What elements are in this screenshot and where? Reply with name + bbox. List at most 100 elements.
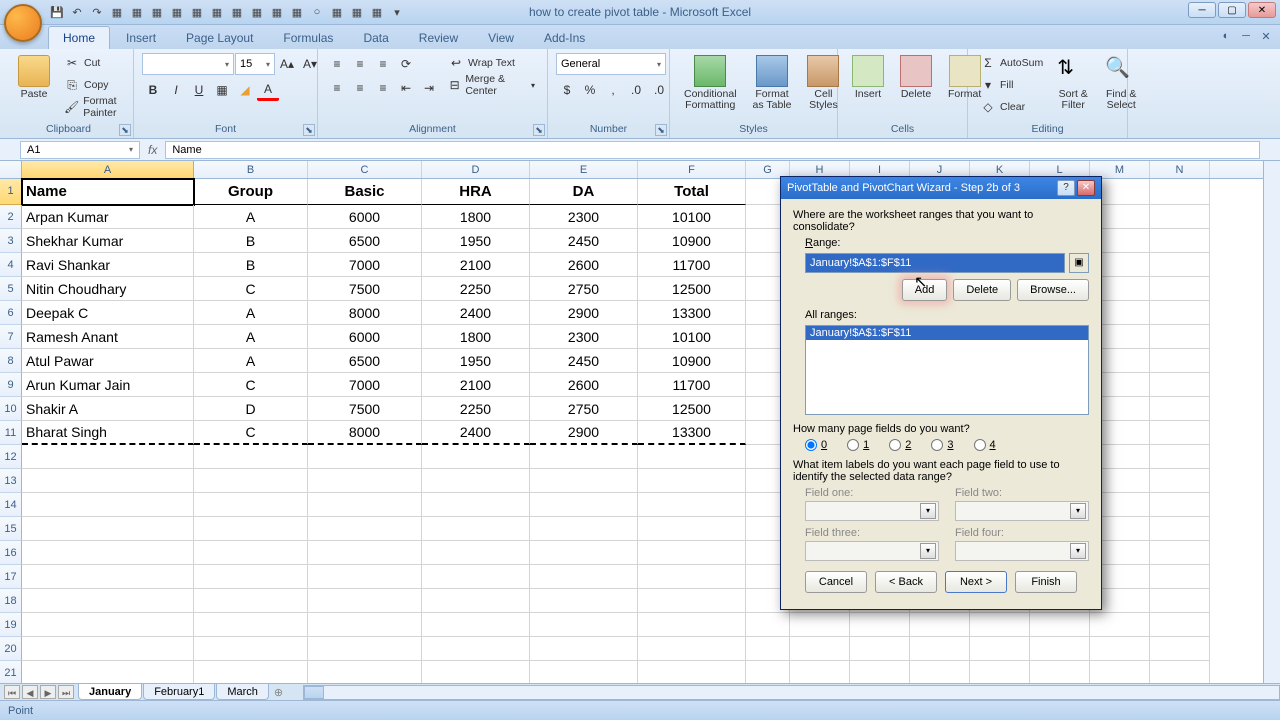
vertical-scrollbar[interactable] (1263, 161, 1280, 683)
cell[interactable]: 12500 (638, 277, 746, 301)
cell[interactable]: 11700 (638, 373, 746, 397)
formula-bar[interactable]: Name (165, 141, 1260, 159)
font-name-combo[interactable]: ▾ (142, 53, 234, 75)
pagefield-radio-4[interactable]: 4 (974, 439, 996, 451)
cell[interactable]: 2750 (530, 277, 638, 301)
sheet-tab[interactable]: February1 (143, 684, 215, 700)
format-table-button[interactable]: Format as Table (747, 53, 798, 113)
row-header[interactable]: 21 (0, 661, 22, 683)
ribbon-min-icon[interactable]: ─ (1238, 30, 1254, 46)
row-header[interactable]: 7 (0, 325, 22, 349)
cell[interactable]: A (194, 349, 308, 373)
merge-center-button[interactable]: ⊟Merge & Center▾ (444, 75, 539, 95)
delete-range-button[interactable]: Delete (953, 279, 1011, 301)
cell[interactable]: 7500 (308, 277, 422, 301)
cell[interactable]: 8000 (308, 301, 422, 325)
row-header[interactable]: 5 (0, 277, 22, 301)
cell[interactable]: 1800 (422, 205, 530, 229)
cell[interactable] (1150, 541, 1210, 565)
col-header[interactable]: E (530, 161, 638, 178)
cell[interactable]: 2750 (530, 397, 638, 421)
row-header[interactable]: 14 (0, 493, 22, 517)
cell[interactable] (194, 589, 308, 613)
cancel-button[interactable]: Cancel (805, 571, 867, 593)
wrap-text-button[interactable]: ↩Wrap Text (444, 53, 539, 73)
cell[interactable] (1150, 565, 1210, 589)
cell[interactable]: 6000 (308, 205, 422, 229)
cell[interactable] (1150, 277, 1210, 301)
cell[interactable] (1150, 325, 1210, 349)
cell[interactable] (22, 493, 194, 517)
pagefield-radio-0[interactable]: 0 (805, 439, 827, 451)
autosum-button[interactable]: ΣAutoSum (976, 53, 1047, 73)
row-header[interactable]: 20 (0, 637, 22, 661)
cell[interactable]: Group (194, 179, 308, 205)
cell[interactable] (422, 613, 530, 637)
field-combo[interactable]: ▾ (805, 541, 939, 561)
cell[interactable] (530, 541, 638, 565)
cell[interactable] (638, 469, 746, 493)
cell[interactable]: Ramesh Anant (22, 325, 194, 349)
cell[interactable] (1150, 493, 1210, 517)
ribbon-tab-view[interactable]: View (474, 27, 528, 49)
cell[interactable] (1150, 301, 1210, 325)
cell[interactable] (638, 565, 746, 589)
cell[interactable] (530, 589, 638, 613)
fill-button[interactable]: ▾Fill (976, 75, 1047, 95)
cell[interactable] (1150, 373, 1210, 397)
field-combo[interactable]: ▾ (955, 541, 1089, 561)
row-header[interactable]: 11 (0, 421, 22, 445)
cell[interactable] (22, 517, 194, 541)
cell[interactable] (194, 445, 308, 469)
sheet-tab[interactable]: January (78, 684, 142, 700)
qat-btn[interactable]: ▦ (348, 3, 366, 21)
copy-button[interactable]: ⎘Copy (60, 75, 125, 95)
cell[interactable]: Atul Pawar (22, 349, 194, 373)
cell[interactable]: 12500 (638, 397, 746, 421)
cell[interactable] (22, 589, 194, 613)
cell[interactable]: 2400 (422, 301, 530, 325)
qat-dropdown-icon[interactable]: ▾ (388, 3, 406, 21)
col-header[interactable]: A (22, 161, 194, 178)
row-header[interactable]: 12 (0, 445, 22, 469)
dec-decimal-icon[interactable]: .0 (648, 79, 670, 101)
ribbon-tab-formulas[interactable]: Formulas (269, 27, 347, 49)
paste-button[interactable]: Paste (12, 53, 56, 102)
delete-cells-button[interactable]: Delete (894, 53, 938, 102)
qat-btn[interactable]: ▦ (168, 3, 186, 21)
cell[interactable]: 2600 (530, 373, 638, 397)
cell[interactable] (22, 445, 194, 469)
cell[interactable]: 8000 (308, 421, 422, 445)
qat-btn[interactable]: ▦ (288, 3, 306, 21)
cell[interactable] (638, 517, 746, 541)
cell[interactable]: 2900 (530, 421, 638, 445)
row-header[interactable]: 4 (0, 253, 22, 277)
cell[interactable]: 13300 (638, 421, 746, 445)
comma-icon[interactable]: , (602, 79, 624, 101)
cell[interactable] (746, 613, 790, 637)
cell[interactable] (1150, 661, 1210, 683)
cell[interactable]: Basic (308, 179, 422, 205)
row-header[interactable]: 10 (0, 397, 22, 421)
cell[interactable] (1030, 613, 1090, 637)
cell[interactable] (970, 637, 1030, 661)
name-box[interactable]: A1▾ (20, 141, 140, 159)
cell[interactable]: B (194, 253, 308, 277)
cell[interactable] (22, 541, 194, 565)
new-sheet-icon[interactable]: ⊕ (274, 686, 283, 699)
qat-btn[interactable]: ▦ (148, 3, 166, 21)
cell[interactable] (530, 469, 638, 493)
cell[interactable]: 2450 (530, 229, 638, 253)
cell[interactable]: 13300 (638, 301, 746, 325)
row-header[interactable]: 17 (0, 565, 22, 589)
cell[interactable] (1150, 229, 1210, 253)
cell[interactable] (194, 613, 308, 637)
cell[interactable] (308, 661, 422, 683)
align-mid-icon[interactable]: ≡ (349, 53, 371, 75)
cell[interactable] (22, 469, 194, 493)
select-all-corner[interactable] (0, 161, 22, 178)
number-format-combo[interactable]: General▾ (556, 53, 666, 75)
help-icon[interactable]: ◐ (1218, 30, 1234, 46)
cell[interactable]: Arpan Kumar (22, 205, 194, 229)
ribbon-tab-home[interactable]: Home (48, 26, 110, 49)
